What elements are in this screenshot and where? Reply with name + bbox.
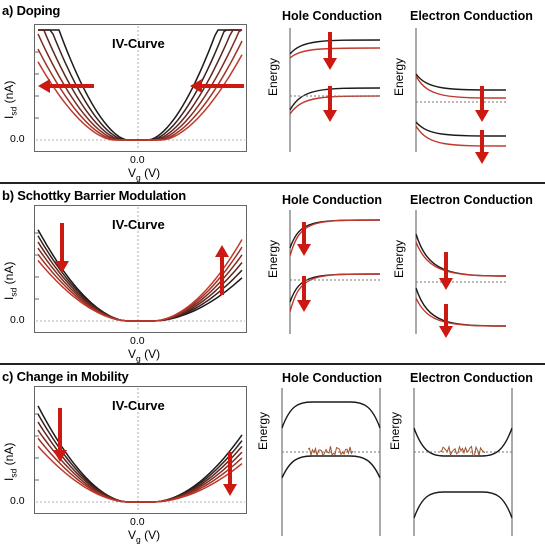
noisy-trace	[307, 446, 354, 457]
shift-down-arrow	[475, 130, 489, 164]
iv-frame	[34, 205, 247, 333]
noisy-trace	[439, 444, 486, 457]
up-arrow	[215, 245, 229, 295]
hole-title-a: Hole Conduction	[282, 9, 382, 23]
electron-title-b: Electron Conduction	[410, 193, 533, 207]
x-axis-label: Vg (V)	[128, 166, 161, 183]
right-shift-arrow	[190, 79, 244, 93]
x-zero-tick: 0.0	[130, 516, 145, 528]
x-zero-tick: 0.0	[130, 335, 145, 347]
energy-axis-label: Energy	[266, 239, 280, 278]
iv-frame	[34, 386, 247, 514]
section-divider-2	[0, 363, 545, 365]
iv-curve-label: IV-Curve	[112, 217, 165, 232]
shift-down-arrow	[439, 252, 453, 290]
iv-curve	[37, 54, 243, 141]
energy-axis-label: Energy	[256, 411, 270, 450]
hole-title-b: Hole Conduction	[282, 193, 382, 207]
section-title-c: c) Change in Mobility	[2, 369, 129, 384]
shift-down-arrow	[439, 304, 453, 338]
iv-curve-label: IV-Curve	[112, 36, 165, 51]
y-zero-tick: 0.0	[10, 495, 25, 507]
iv-curve	[37, 445, 243, 503]
shift-down-arrow	[297, 222, 311, 256]
y-axis-label: Isd (nA)	[2, 261, 19, 300]
section-divider-1	[0, 182, 545, 184]
energy-axis-label: Energy	[392, 57, 406, 96]
shift-down-arrow	[323, 32, 337, 70]
shift-down-arrow	[475, 86, 489, 122]
y-axis-label: Isd (nA)	[2, 80, 19, 119]
hole-title-c: Hole Conduction	[282, 371, 382, 385]
iv-curve	[37, 229, 243, 322]
iv-curve-label: IV-Curve	[112, 398, 165, 413]
iv-curve	[37, 413, 243, 503]
energy-axis-label: Energy	[388, 411, 402, 450]
iv-curve	[37, 437, 243, 503]
iv-curve	[37, 429, 243, 503]
y-zero-tick: 0.0	[10, 133, 25, 145]
section-title-a: a) Doping	[2, 3, 61, 18]
down-arrow	[55, 223, 69, 273]
x-axis-label: Vg (V)	[128, 528, 161, 545]
left-shift-arrow	[38, 79, 94, 93]
iv-frame	[34, 24, 247, 152]
electron-title-a: Electron Conduction	[410, 9, 533, 23]
x-axis-label: Vg (V)	[128, 347, 161, 364]
y-zero-tick: 0.0	[10, 314, 25, 326]
down-arrow	[223, 452, 237, 496]
x-zero-tick: 0.0	[130, 154, 145, 166]
down-arrow	[53, 408, 67, 462]
energy-axis-label: Energy	[266, 57, 280, 96]
iv-curve	[37, 421, 243, 503]
iv-curve	[37, 405, 243, 503]
iv-curve	[37, 239, 243, 322]
y-axis-label: Isd (nA)	[2, 442, 19, 481]
shift-down-arrow	[297, 276, 311, 312]
shift-down-arrow	[323, 86, 337, 122]
electron-title-c: Electron Conduction	[410, 371, 533, 385]
section-title-b: b) Schottky Barrier Modulation	[2, 188, 186, 203]
energy-axis-label: Energy	[392, 239, 406, 278]
